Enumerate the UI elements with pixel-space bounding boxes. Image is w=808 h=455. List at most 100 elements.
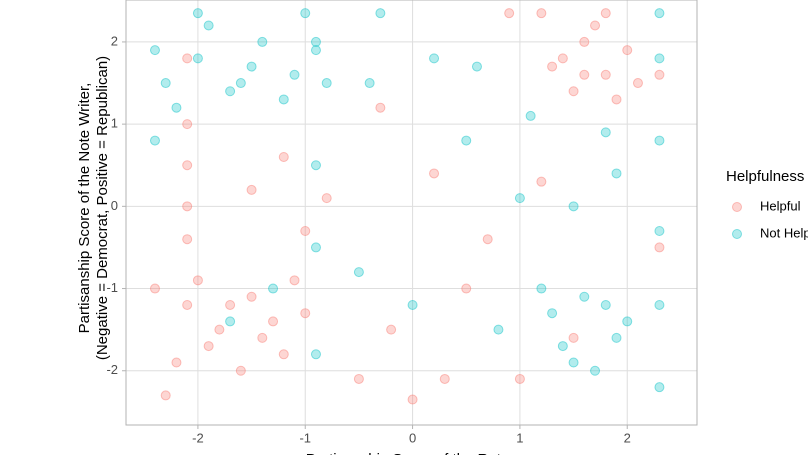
point bbox=[310, 160, 321, 171]
point bbox=[429, 53, 440, 64]
point bbox=[300, 308, 311, 319]
point bbox=[504, 8, 515, 19]
point bbox=[160, 78, 171, 89]
point bbox=[310, 349, 321, 360]
point bbox=[536, 176, 547, 187]
x-tick-label: 2 bbox=[624, 430, 631, 445]
point bbox=[547, 61, 558, 72]
point bbox=[600, 127, 611, 138]
point bbox=[268, 283, 279, 294]
point bbox=[654, 8, 665, 19]
point bbox=[568, 86, 579, 97]
point bbox=[278, 94, 289, 105]
point bbox=[590, 365, 601, 376]
y-tick-label: 2 bbox=[111, 33, 118, 48]
point bbox=[310, 242, 321, 253]
y-tick-label: 0 bbox=[111, 198, 118, 213]
point bbox=[579, 36, 590, 47]
point bbox=[149, 45, 160, 56]
point bbox=[514, 373, 525, 384]
point bbox=[192, 8, 203, 19]
point bbox=[289, 275, 300, 286]
point bbox=[235, 78, 246, 89]
point bbox=[310, 45, 321, 56]
point bbox=[611, 94, 622, 105]
point bbox=[182, 53, 193, 64]
point bbox=[225, 299, 236, 310]
point bbox=[439, 373, 450, 384]
x-tick-label: -1 bbox=[299, 430, 311, 445]
point bbox=[182, 119, 193, 130]
point bbox=[568, 357, 579, 368]
point bbox=[310, 36, 321, 47]
point bbox=[579, 69, 590, 80]
legend-title: Helpfulness bbox=[726, 168, 804, 185]
point bbox=[654, 299, 665, 310]
point bbox=[171, 357, 182, 368]
y-axis-title: Partisanship Score of the Note Writer, bbox=[76, 83, 93, 334]
y-axis-title: (Negative = Democrat, Positive = Republi… bbox=[94, 56, 111, 360]
point bbox=[461, 135, 472, 146]
point bbox=[386, 324, 397, 335]
point bbox=[568, 332, 579, 343]
point bbox=[321, 78, 332, 89]
point bbox=[182, 234, 193, 245]
plot-background bbox=[126, 0, 697, 425]
y-tick-label: -2 bbox=[106, 362, 118, 377]
point bbox=[568, 201, 579, 212]
point bbox=[300, 8, 311, 19]
point bbox=[622, 45, 633, 56]
point bbox=[622, 316, 633, 327]
point bbox=[429, 168, 440, 179]
legend-key bbox=[732, 229, 742, 239]
point bbox=[611, 332, 622, 343]
point bbox=[536, 8, 547, 19]
point bbox=[482, 234, 493, 245]
x-tick-label: 1 bbox=[516, 430, 523, 445]
point bbox=[225, 86, 236, 97]
point bbox=[289, 69, 300, 80]
point bbox=[654, 382, 665, 393]
y-tick-label: 1 bbox=[111, 116, 118, 131]
point bbox=[257, 332, 268, 343]
point bbox=[547, 308, 558, 319]
point bbox=[600, 8, 611, 19]
point bbox=[461, 283, 472, 294]
point bbox=[235, 365, 246, 376]
point bbox=[192, 53, 203, 64]
point bbox=[600, 299, 611, 310]
point bbox=[364, 78, 375, 89]
point bbox=[375, 102, 386, 113]
point bbox=[654, 135, 665, 146]
point bbox=[203, 341, 214, 352]
point bbox=[160, 390, 171, 401]
point bbox=[257, 36, 268, 47]
point bbox=[600, 69, 611, 80]
point bbox=[214, 324, 225, 335]
point bbox=[321, 193, 332, 204]
point bbox=[353, 373, 364, 384]
point bbox=[182, 299, 193, 310]
point bbox=[149, 283, 160, 294]
point bbox=[471, 61, 482, 72]
point bbox=[246, 184, 257, 195]
point bbox=[182, 160, 193, 171]
legend-label: Not Helpful bbox=[760, 225, 808, 240]
point bbox=[225, 316, 236, 327]
point bbox=[579, 291, 590, 302]
plot-border bbox=[125, 0, 698, 426]
y-tick-label: -1 bbox=[106, 280, 118, 295]
point bbox=[654, 53, 665, 64]
point bbox=[171, 102, 182, 113]
point bbox=[407, 394, 418, 405]
point bbox=[493, 324, 504, 335]
point bbox=[654, 69, 665, 80]
point bbox=[278, 152, 289, 163]
point bbox=[246, 61, 257, 72]
point bbox=[514, 193, 525, 204]
point bbox=[536, 283, 547, 294]
legend-key bbox=[732, 202, 742, 212]
point bbox=[278, 349, 289, 360]
point bbox=[590, 20, 601, 31]
point bbox=[300, 225, 311, 236]
